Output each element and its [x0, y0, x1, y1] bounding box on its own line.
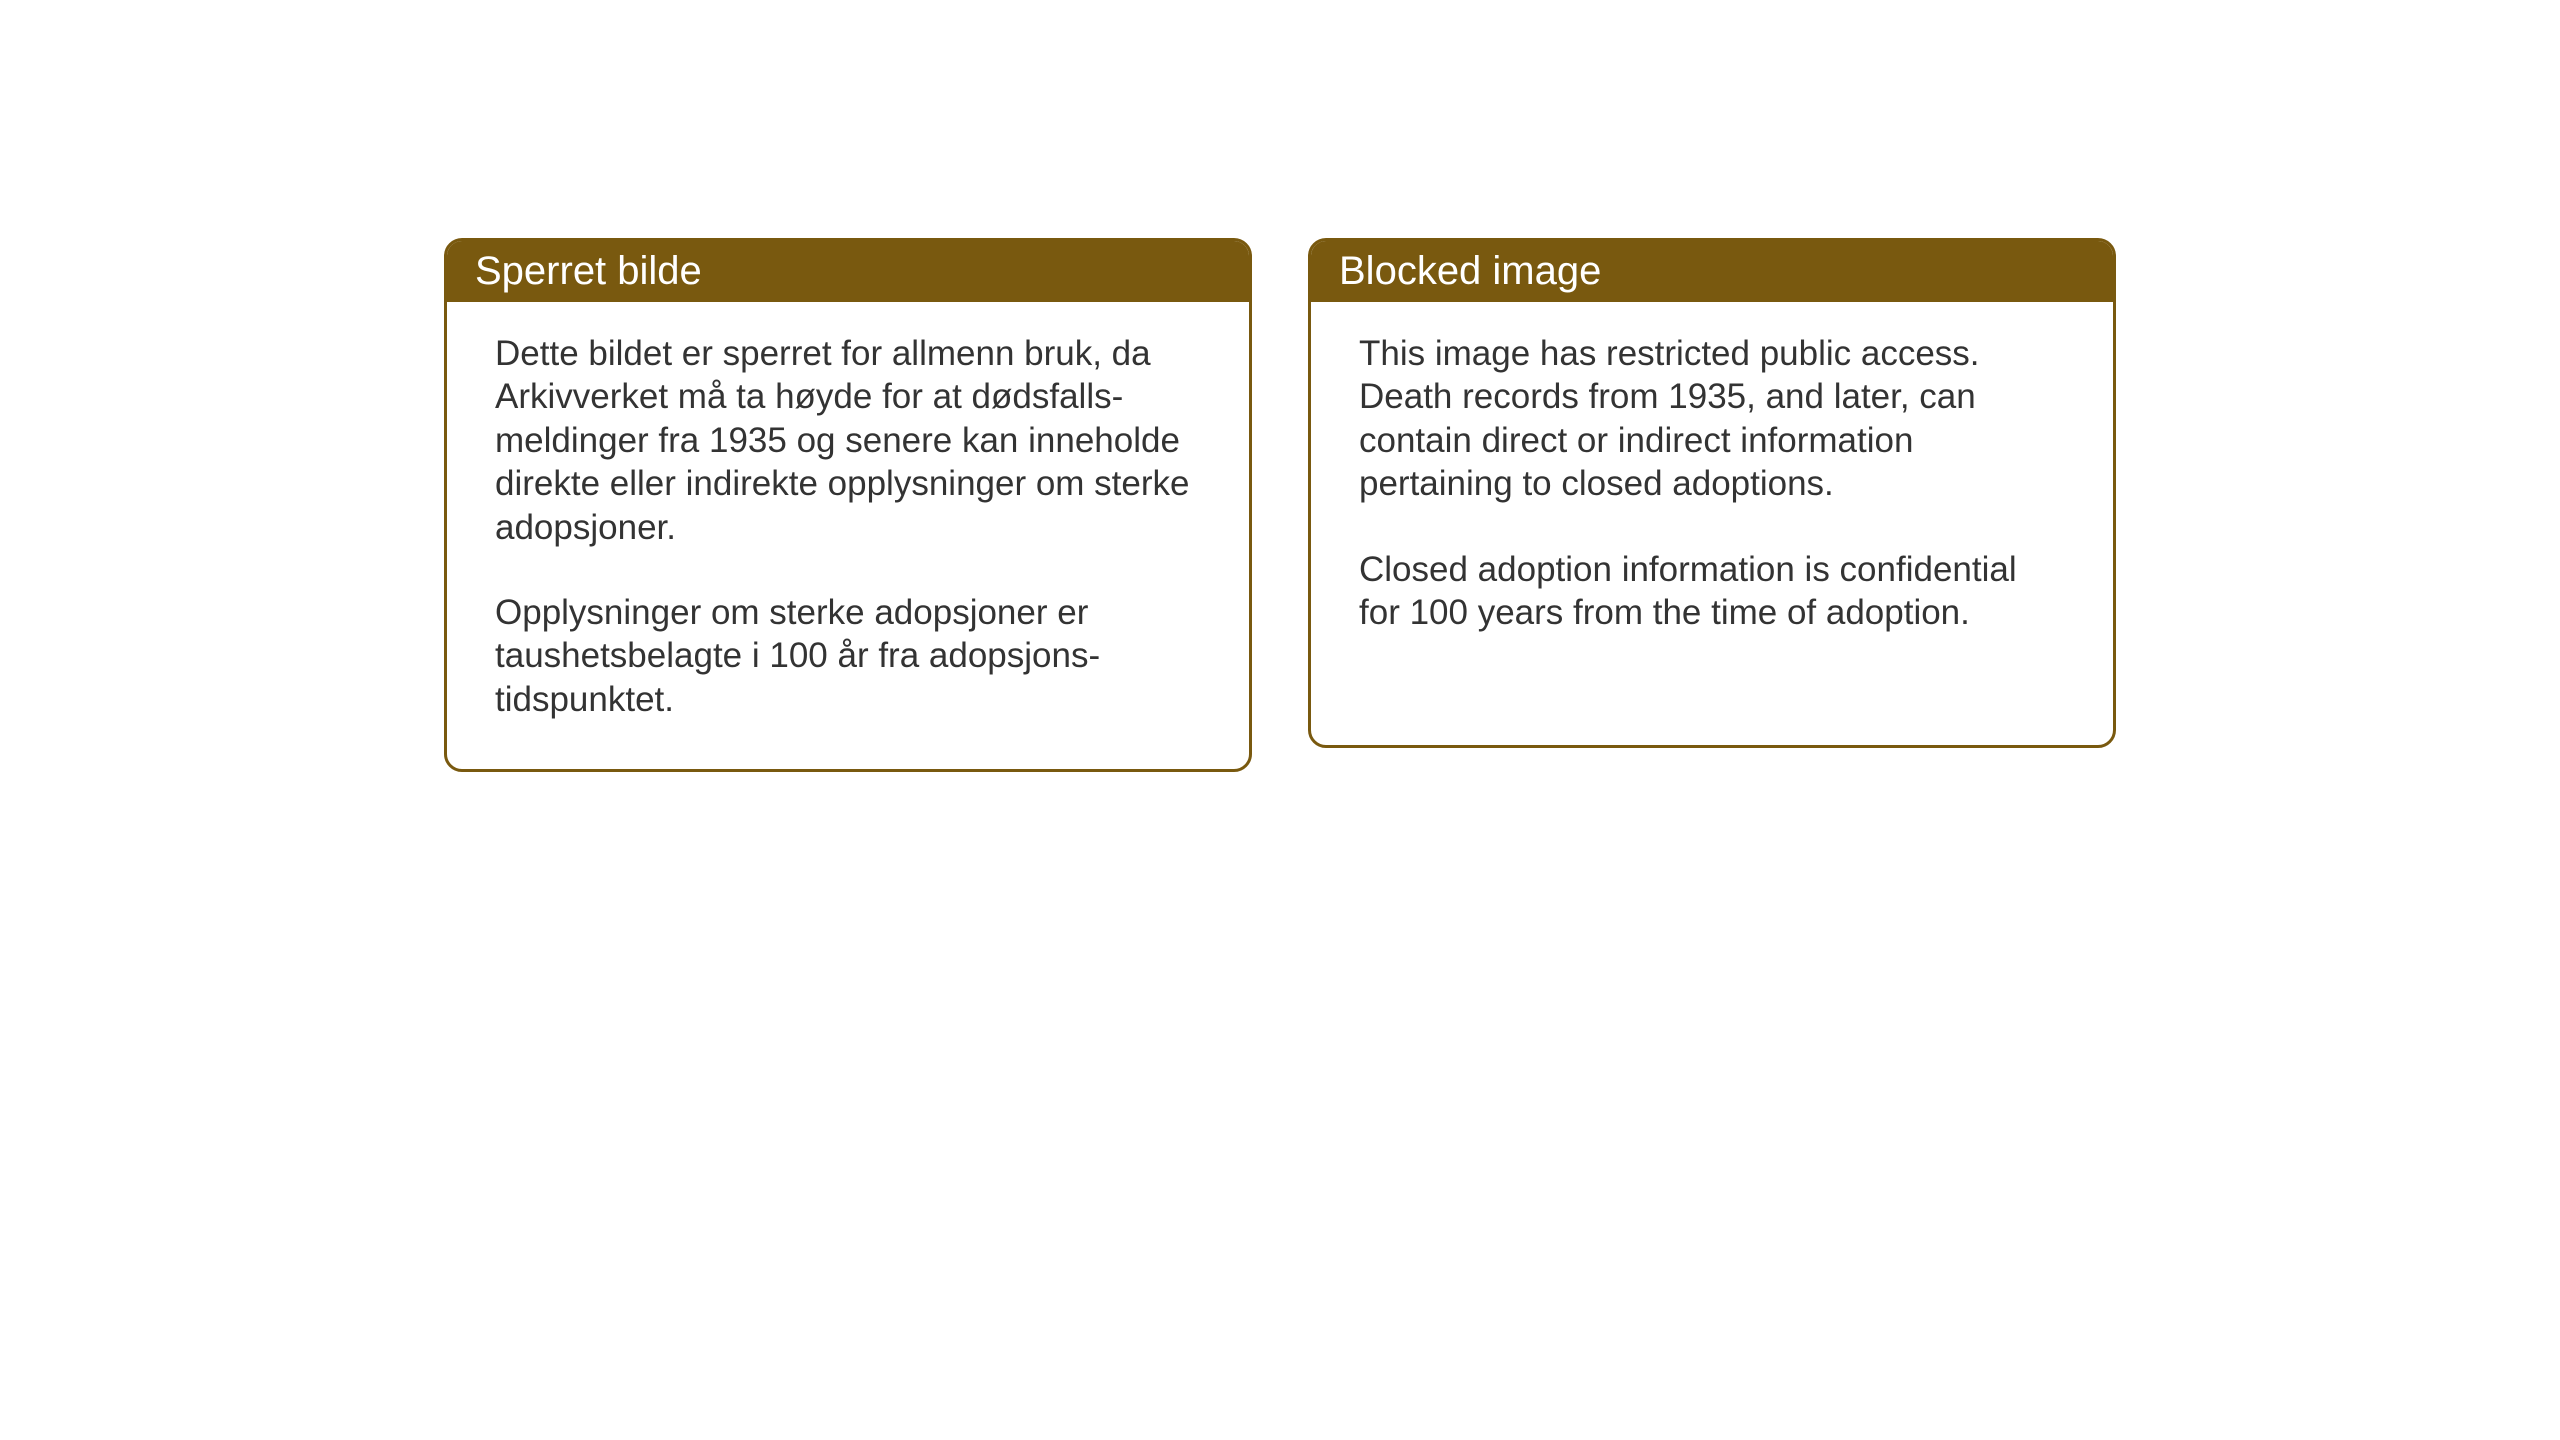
notice-header-norwegian: Sperret bilde — [447, 241, 1249, 302]
notice-paragraph-2-english: Closed adoption information is confident… — [1359, 548, 2065, 635]
notice-body-english: This image has restricted public access.… — [1311, 302, 2113, 682]
notice-title-norwegian: Sperret bilde — [475, 249, 702, 293]
notice-card-english: Blocked image This image has restricted … — [1308, 238, 2116, 748]
notice-title-english: Blocked image — [1339, 249, 1601, 293]
notice-paragraph-1-norwegian: Dette bildet er sperret for allmenn bruk… — [495, 332, 1201, 549]
notice-header-english: Blocked image — [1311, 241, 2113, 302]
notice-paragraph-2-norwegian: Opplysninger om sterke adopsjoner er tau… — [495, 591, 1201, 721]
notice-container: Sperret bilde Dette bildet er sperret fo… — [444, 238, 2116, 772]
notice-card-norwegian: Sperret bilde Dette bildet er sperret fo… — [444, 238, 1252, 772]
notice-paragraph-1-english: This image has restricted public access.… — [1359, 332, 2065, 506]
notice-body-norwegian: Dette bildet er sperret for allmenn bruk… — [447, 302, 1249, 769]
